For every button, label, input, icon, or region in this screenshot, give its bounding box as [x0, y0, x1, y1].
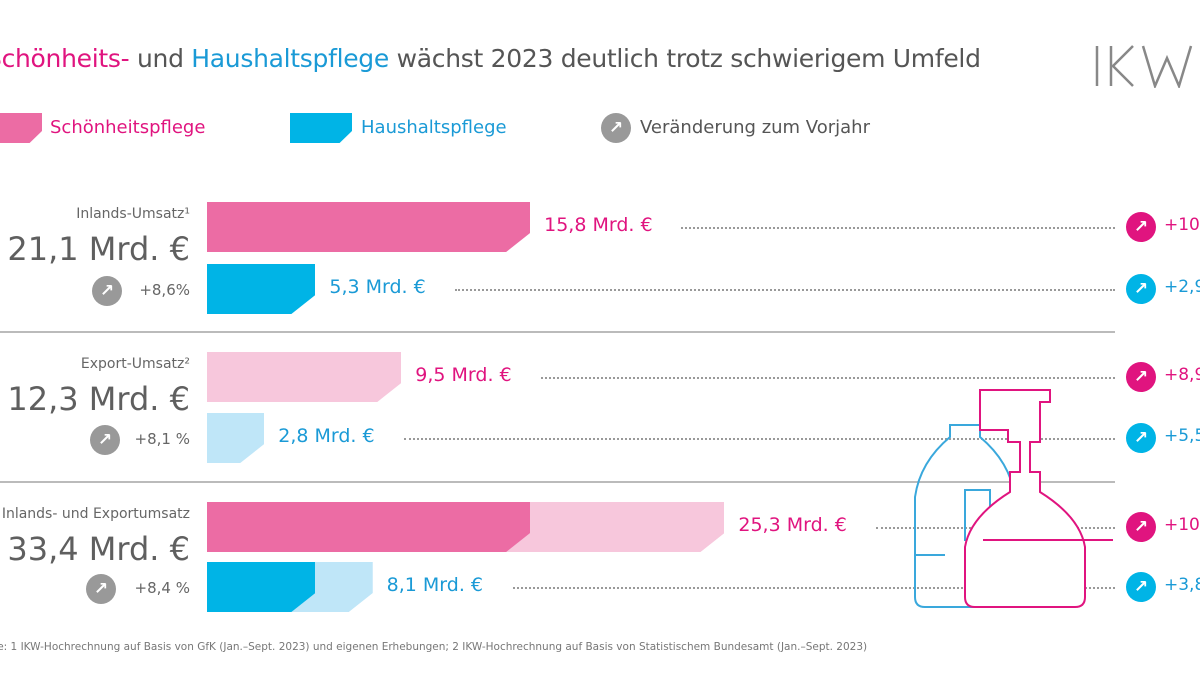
group-label: Export-Umsatz² [80, 356, 190, 372]
up-right-arrow-icon: ↗ [1126, 423, 1156, 453]
up-right-arrow-icon: ↗ [1126, 212, 1156, 242]
legend-swatch-household [290, 113, 352, 143]
group-total: 12,3 Mrd. € [7, 380, 190, 418]
legend-beauty: Schönheitspflege [50, 117, 206, 138]
bar-beauty [207, 202, 530, 252]
page-title: Schönheits- und Haushaltspflege wächst 2… [0, 44, 981, 73]
leader-dots [541, 377, 1115, 379]
legend-change: Veränderung zum Vorjahr [640, 117, 870, 138]
bar-household [207, 413, 264, 463]
bar-household [207, 562, 373, 612]
change-value: +3,8 [1164, 575, 1200, 595]
group-total: 33,4 Mrd. € [7, 530, 190, 568]
group-change: +8,1 % [134, 430, 190, 448]
bar-value-label: 2,8 Mrd. € [278, 425, 375, 447]
bar-segment-domestic [207, 502, 530, 552]
up-right-arrow-icon: ↗ [90, 425, 120, 455]
leader-dots [512, 587, 1115, 589]
legend-swatch-beauty [0, 113, 42, 143]
up-right-arrow-icon: ↗ [92, 276, 122, 306]
divider [0, 481, 1115, 483]
bar-household [207, 264, 315, 314]
group-label: Inlands- und Exportumsatz [1, 506, 190, 522]
title-beauty: Schönheits- [0, 44, 130, 73]
bar-segment-export [506, 502, 724, 552]
change-value: +8,9 [1164, 365, 1200, 385]
bar-value-label: 8,1 Mrd. € [386, 574, 483, 596]
change-value: +5,5 [1164, 426, 1200, 446]
group-change: +8,4 % [134, 579, 190, 597]
up-right-arrow-icon: ↗ [86, 574, 116, 604]
bar-value-label: 9,5 Mrd. € [415, 364, 512, 386]
title-and: und [129, 44, 192, 73]
ikw-logo [1095, 45, 1193, 88]
bottles-illustration [914, 389, 1113, 608]
up-right-arrow-icon: ↗ [1126, 362, 1156, 392]
change-value: +10,6 [1164, 215, 1200, 235]
leader-dots [404, 438, 1115, 440]
bar-value-label: 15,8 Mrd. € [544, 214, 653, 236]
bar-beauty [207, 502, 724, 552]
up-right-arrow-icon: ↗ [1126, 512, 1156, 542]
leader-dots [455, 289, 1115, 291]
group-label: Inlands-Umsatz¹ [76, 206, 190, 222]
title-household: Haushaltspflege [191, 44, 389, 73]
bar-value-label: 25,3 Mrd. € [738, 514, 847, 536]
bar-segment-domestic [207, 562, 315, 612]
divider [0, 331, 1115, 333]
group-change: +8,6% [139, 281, 190, 299]
change-value: +2,9 [1164, 277, 1200, 297]
legend-household: Haushaltspflege [361, 117, 507, 138]
change-value: +10,0 [1164, 515, 1200, 535]
footnote: Quelle: 1 IKW-Hochrechnung auf Basis von… [0, 641, 868, 653]
up-right-arrow-icon: ↗ [601, 113, 631, 143]
title-rest: wächst 2023 deutlich trotz schwierigem U… [388, 44, 981, 73]
up-right-arrow-icon: ↗ [1126, 572, 1156, 602]
bar-beauty [207, 352, 401, 402]
up-right-arrow-icon: ↗ [1126, 274, 1156, 304]
group-total: 21,1 Mrd. € [7, 230, 190, 268]
leader-dots [681, 227, 1115, 229]
bar-value-label: 5,3 Mrd. € [329, 276, 426, 298]
